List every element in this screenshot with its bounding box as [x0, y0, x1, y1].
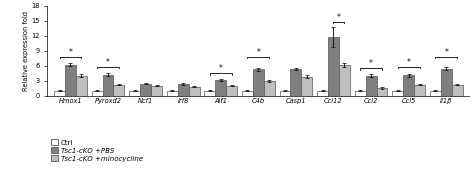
Bar: [414, 85, 425, 96]
Bar: [129, 91, 140, 96]
Legend: Ctrl, Tsc1-cKO +PBS, Tsc1-cKO +minocycline: Ctrl, Tsc1-cKO +PBS, Tsc1-cKO +minocycli…: [51, 139, 143, 162]
Text: *: *: [106, 58, 110, 67]
Bar: [189, 87, 200, 96]
Bar: [441, 69, 452, 96]
Bar: [215, 80, 226, 96]
Bar: [291, 69, 301, 96]
Bar: [452, 85, 463, 96]
Bar: [280, 91, 291, 96]
Bar: [102, 74, 113, 96]
Bar: [204, 91, 215, 96]
Bar: [328, 37, 339, 96]
Bar: [76, 76, 87, 96]
Bar: [167, 91, 178, 96]
Bar: [403, 75, 414, 96]
Text: *: *: [407, 58, 410, 67]
Text: *: *: [369, 59, 373, 68]
Bar: [365, 76, 376, 96]
Bar: [54, 91, 65, 96]
Bar: [301, 77, 312, 96]
Bar: [226, 86, 237, 96]
Text: *: *: [256, 48, 260, 57]
Bar: [178, 84, 189, 96]
Y-axis label: Relative expression fold: Relative expression fold: [23, 11, 28, 91]
Bar: [376, 88, 387, 96]
Bar: [339, 65, 350, 96]
Text: *: *: [444, 48, 448, 57]
Bar: [140, 83, 151, 96]
Text: *: *: [337, 13, 341, 22]
Bar: [264, 81, 275, 96]
Bar: [113, 85, 124, 96]
Bar: [65, 65, 76, 96]
Bar: [242, 91, 253, 96]
Bar: [317, 91, 328, 96]
Bar: [91, 91, 102, 96]
Bar: [355, 91, 365, 96]
Bar: [392, 91, 403, 96]
Text: *: *: [219, 64, 223, 73]
Bar: [253, 69, 264, 96]
Bar: [151, 86, 162, 96]
Bar: [430, 91, 441, 96]
Text: *: *: [69, 48, 73, 57]
